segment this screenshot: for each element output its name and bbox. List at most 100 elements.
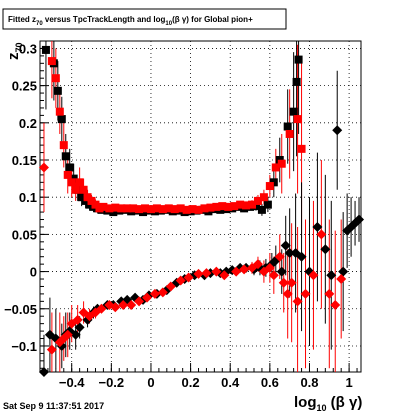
data-point-diamond	[312, 221, 323, 232]
data-point-diamond	[118, 300, 129, 311]
data-point-square	[117, 204, 126, 213]
data-point-diamond	[74, 322, 85, 333]
data-point-diamond	[38, 162, 49, 173]
data-point-diamond	[324, 288, 335, 299]
data-point-square	[75, 178, 84, 187]
data-point-square	[248, 200, 257, 209]
data-point-diamond	[211, 266, 222, 277]
data-point-diamond	[96, 303, 107, 314]
data-point-square	[99, 202, 108, 211]
y-axis-title: z70	[5, 42, 24, 60]
data-point-diamond	[330, 300, 341, 311]
y-tick-labels: −0.1 −0.05 0 0.05 0.1 0.15 0.2 0.25 0.3	[4, 41, 37, 354]
data-point-diamond	[157, 287, 168, 298]
data-point-square	[265, 182, 274, 191]
y-tick-label: 0.25	[12, 79, 37, 94]
data-point-diamond	[72, 314, 83, 325]
data-point-square	[176, 204, 185, 213]
data-point-square	[170, 205, 179, 214]
data-point-square	[57, 115, 66, 124]
x-tick-label: 0.6	[261, 375, 279, 390]
data-point-diamond	[252, 259, 263, 270]
data-point-square	[79, 185, 88, 194]
data-point-square	[283, 122, 292, 131]
data-point-diamond	[201, 268, 212, 279]
data-point-diamond	[219, 270, 230, 281]
data-point-diamond	[110, 302, 121, 313]
data-point-square	[253, 196, 262, 205]
data-point-square	[164, 204, 173, 213]
data-point-diamond	[149, 288, 160, 299]
data-point-diamond	[338, 266, 349, 277]
data-point-square	[194, 205, 203, 214]
timestamp-footer: Sat Sep 9 11:37:51 2017	[3, 401, 104, 411]
x-tick-label: −0.4	[59, 375, 85, 390]
x-tick-label: 0.8	[300, 375, 318, 390]
data-point-square	[259, 193, 268, 202]
data-point-diamond	[62, 329, 73, 340]
y-tick-label: 0.3	[19, 41, 37, 56]
data-point-diamond	[38, 367, 49, 377]
data-point-diamond	[300, 288, 311, 299]
data-point-square	[297, 144, 306, 153]
data-point-square	[71, 185, 80, 194]
y-tick-label: −0.1	[11, 339, 37, 354]
data-point-diamond	[332, 125, 343, 136]
data-point-diamond	[320, 244, 331, 255]
data-point-diamond	[354, 214, 365, 225]
data-point-diamond	[296, 251, 307, 262]
data-point-square	[141, 204, 150, 213]
data-point-square	[188, 205, 197, 214]
data-point-diamond	[239, 264, 250, 275]
data-point-diamond	[126, 300, 137, 311]
data-point-diamond	[292, 296, 303, 307]
y-tick-label: −0.05	[4, 302, 37, 317]
data-point-square	[59, 141, 68, 150]
data-point-square	[65, 163, 74, 172]
data-point-square	[67, 178, 76, 187]
data-point-square	[105, 204, 114, 213]
data-point-diamond	[284, 247, 295, 258]
data-point-diamond	[231, 266, 242, 277]
data-point-square	[152, 204, 161, 213]
data-points	[38, 45, 365, 377]
x-tick-label: 0.4	[221, 375, 240, 390]
data-point-diamond	[336, 274, 347, 285]
data-point-diamond	[175, 275, 186, 286]
data-point-diamond	[274, 251, 285, 262]
x-axis-title: log10 (β γ)	[294, 394, 362, 413]
title-box	[2, 8, 287, 30]
data-point-square	[41, 45, 50, 54]
data-point-square	[53, 86, 62, 95]
data-point-diamond	[134, 296, 145, 307]
plot-frame	[39, 40, 362, 373]
data-point-square	[293, 115, 302, 124]
data-point-square	[63, 170, 72, 179]
chart-title: Fitted z70 versus TpcTrackLength and log…	[8, 15, 253, 27]
data-point-square	[271, 163, 280, 172]
y-tick-label: 0.15	[12, 153, 37, 168]
data-point-diamond	[183, 272, 194, 283]
data-point-diamond	[142, 292, 152, 303]
data-point-diamond	[264, 262, 275, 273]
data-point-diamond	[268, 270, 279, 281]
data-point-square	[218, 202, 227, 211]
x-tick-label: 1	[345, 375, 352, 390]
data-point-diamond	[282, 288, 293, 299]
data-point-square	[212, 202, 221, 211]
data-point-square	[206, 203, 215, 212]
data-point-square	[236, 200, 245, 209]
y-tick-label: 0.2	[19, 116, 37, 131]
data-point-diamond	[280, 240, 291, 251]
data-point-square	[224, 202, 233, 211]
data-point-diamond	[308, 270, 319, 281]
data-point-square	[200, 204, 209, 213]
data-point-square	[123, 204, 132, 213]
data-point-square	[292, 77, 301, 86]
data-point-square	[47, 57, 56, 66]
data-point-square	[146, 205, 155, 214]
data-point-square	[182, 205, 191, 214]
data-point-diamond	[326, 270, 337, 281]
data-point-square	[129, 204, 138, 213]
data-point-square	[135, 205, 144, 214]
